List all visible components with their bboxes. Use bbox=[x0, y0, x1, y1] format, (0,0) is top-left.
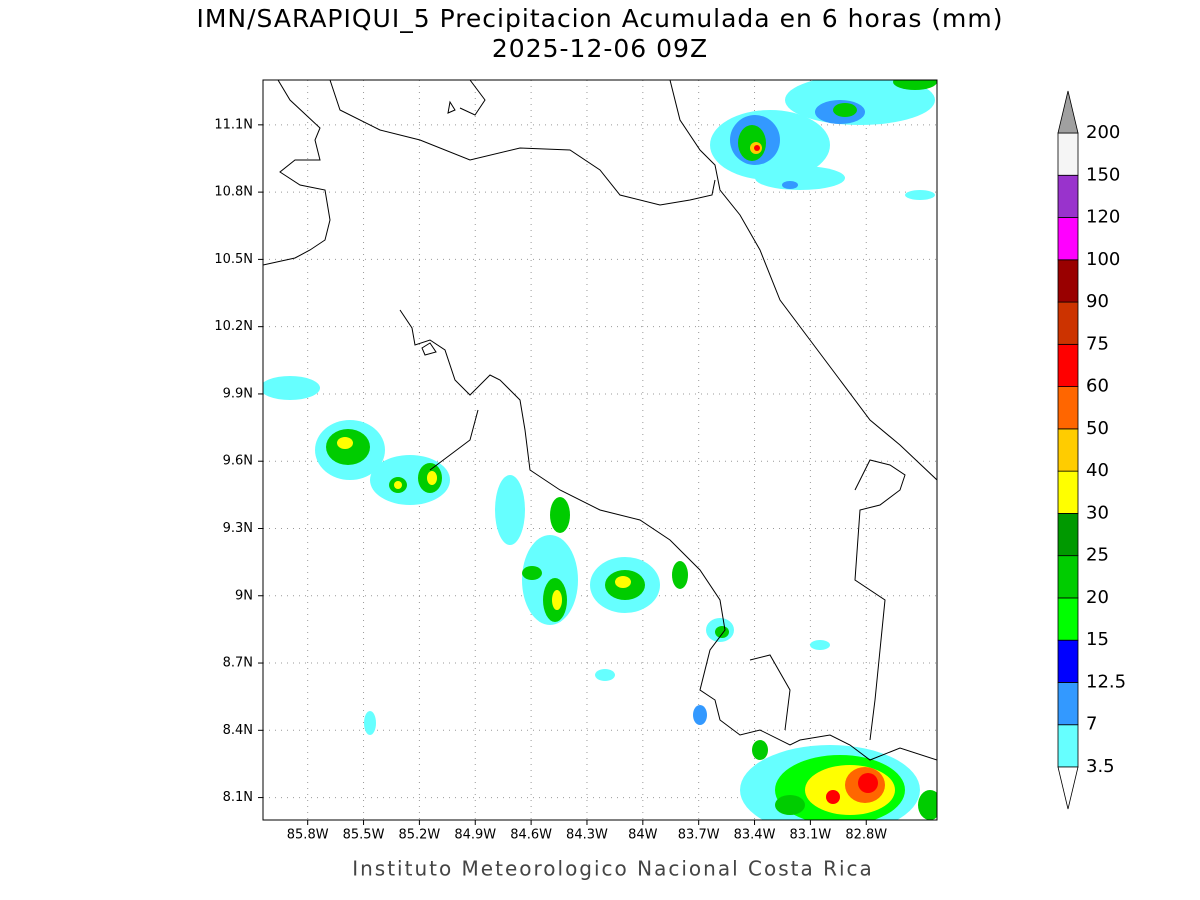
colorbar-box bbox=[1057, 639, 1079, 683]
y-tick-label: 8.7N bbox=[223, 656, 253, 671]
colorbar-over bbox=[1057, 90, 1079, 134]
y-tick-label: 8.1N bbox=[223, 790, 253, 805]
colorbar-box bbox=[1057, 428, 1079, 472]
y-tick-label: 9.6N bbox=[223, 454, 253, 469]
colorbar-box bbox=[1057, 343, 1079, 388]
colorbar-box bbox=[1057, 386, 1079, 430]
colorbar-label: 7 bbox=[1086, 714, 1097, 735]
colorbar-box bbox=[1057, 259, 1079, 303]
x-tick-label: 85.2W bbox=[398, 828, 440, 843]
colorbar-box bbox=[1057, 174, 1079, 218]
x-tick-label: 83.7W bbox=[678, 828, 720, 843]
x-tick-label: 82.8W bbox=[845, 828, 887, 843]
x-tick-label: 84.6W bbox=[510, 828, 552, 843]
colorbar-label: 100 bbox=[1086, 249, 1120, 270]
colorbar-label: 40 bbox=[1086, 460, 1109, 481]
x-tick-label: 85.8W bbox=[287, 828, 329, 843]
map-title: IMN/SARAPIQUI_5 Precipitacion Acumulada … bbox=[196, 4, 1003, 33]
y-tick-label: 9.9N bbox=[223, 386, 253, 401]
colorbar-label: 12.5 bbox=[1086, 671, 1126, 692]
colorbar-label: 30 bbox=[1086, 502, 1109, 523]
x-tick-label: 84.3W bbox=[566, 828, 608, 843]
colorbar-label: 50 bbox=[1086, 418, 1109, 439]
precipitation-field bbox=[263, 80, 937, 820]
coastlines bbox=[263, 80, 937, 761]
colorbar-box bbox=[1057, 724, 1079, 768]
colorbar-label: 200 bbox=[1086, 122, 1120, 143]
colorbar-label: 25 bbox=[1086, 545, 1109, 566]
x-tick-label: 84.9W bbox=[454, 828, 496, 843]
colorbar-label: 90 bbox=[1086, 291, 1109, 312]
y-tick-label: 9.3N bbox=[223, 521, 253, 536]
y-tick-label: 10.2N bbox=[214, 319, 253, 334]
colorbar: 3.5 7 12.5 15 20 25 30 40 50 60 75 90 100 120 150 200 bbox=[1057, 90, 1126, 810]
colorbar-label: 15 bbox=[1086, 629, 1109, 650]
colorbar-label: 20 bbox=[1086, 587, 1109, 608]
y-tick-label: 10.8N bbox=[214, 185, 253, 200]
colorbar-box bbox=[1057, 597, 1079, 641]
colorbar-box bbox=[1057, 217, 1079, 261]
footer: Instituto Meteorologico Nacional Costa R… bbox=[352, 857, 874, 881]
x-tick-label: 83.4W bbox=[734, 828, 776, 843]
colorbar-label: 3.5 bbox=[1086, 756, 1115, 777]
x-tick-label: 83.1W bbox=[789, 828, 831, 843]
colorbar-label: 60 bbox=[1086, 376, 1109, 397]
colorbar-label: 120 bbox=[1086, 207, 1120, 228]
colorbar-box bbox=[1057, 513, 1079, 557]
map-subtitle: 2025-12-06 09Z bbox=[492, 34, 708, 63]
x-tick-label: 84W bbox=[628, 828, 658, 843]
y-tick-label: 11.1N bbox=[214, 117, 253, 132]
y-tick-label: 8.4N bbox=[223, 723, 253, 738]
colorbar-box bbox=[1057, 132, 1079, 176]
colorbar-box bbox=[1057, 470, 1079, 514]
colorbar-box bbox=[1057, 555, 1079, 599]
colorbar-label: 150 bbox=[1086, 164, 1120, 185]
map-frame bbox=[262, 79, 938, 821]
colorbar-under bbox=[1057, 766, 1079, 810]
colorbar-box bbox=[1057, 301, 1079, 345]
x-tick-label: 85.5W bbox=[343, 828, 385, 843]
colorbar-label: 75 bbox=[1086, 333, 1109, 354]
colorbar-box bbox=[1057, 682, 1079, 726]
y-tick-label: 9N bbox=[235, 588, 253, 603]
y-tick-label: 10.5N bbox=[214, 252, 253, 267]
